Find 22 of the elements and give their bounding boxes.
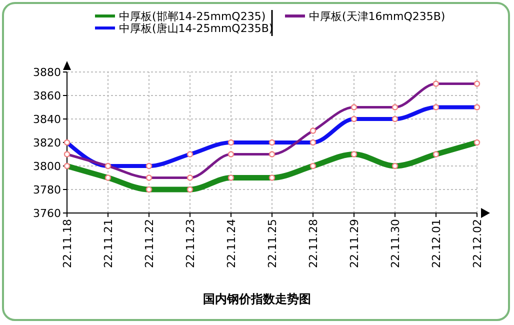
y-tick-label: 3860: [33, 89, 61, 102]
x-tick-label: 22.11.23: [184, 219, 197, 268]
y-tick-label: 3800: [33, 160, 61, 173]
x-tick-label: 22.12.01: [430, 219, 443, 268]
y-tick-label: 3760: [33, 206, 61, 220]
x-tick-label: 22.11.25: [266, 219, 279, 268]
x-tick-label: 22.12.02: [471, 219, 484, 268]
x-tick-label: 22.11.18: [61, 219, 74, 268]
legend-label: 中厚板(天津16mmQ235B): [309, 10, 446, 23]
x-tick-label: 22.11.24: [225, 219, 238, 268]
y-tick-label: 3780: [33, 183, 61, 196]
text: 国内钢价指数走势图: [203, 292, 311, 306]
y-tick-label: 3840: [33, 112, 61, 126]
y-tick-label: 3820: [33, 136, 61, 150]
x-tick-label: 22.11.21: [102, 219, 115, 268]
legend-label: 中厚板(邯郸14-25mmQ235): [119, 10, 266, 23]
y-tick-label: 3880: [33, 66, 61, 79]
x-tick-label: 22.11.30: [389, 219, 402, 268]
x-tick-label: 22.11.28: [307, 219, 320, 268]
x-tick-label: 22.11.22: [143, 219, 156, 268]
legend-label: 中厚板(唐山14-25mmQ235B): [119, 22, 274, 35]
x-tick-label: 22.11.29: [348, 219, 361, 268]
